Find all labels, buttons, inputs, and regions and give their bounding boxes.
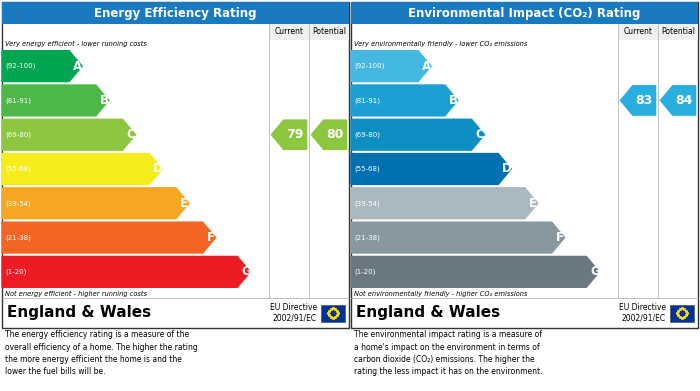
Text: (1-20): (1-20) bbox=[354, 269, 375, 275]
Bar bbox=[618, 24, 698, 40]
Text: B: B bbox=[100, 94, 108, 107]
Text: (1-20): (1-20) bbox=[5, 269, 27, 275]
Text: EU Directive
2002/91/EC: EU Directive 2002/91/EC bbox=[270, 303, 317, 323]
Text: F: F bbox=[556, 231, 564, 244]
Bar bbox=[351, 2, 698, 328]
Text: The energy efficiency rating is a measure of the
overall efficiency of a home. T: The energy efficiency rating is a measur… bbox=[5, 330, 197, 377]
Text: The environmental impact rating is a measure of
a home's impact on the environme: The environmental impact rating is a mea… bbox=[354, 330, 542, 377]
Text: (81-91): (81-91) bbox=[354, 97, 380, 104]
Polygon shape bbox=[660, 86, 696, 115]
Text: Not energy efficient - higher running costs: Not energy efficient - higher running co… bbox=[5, 291, 147, 297]
Text: Very environmentally friendly - lower CO₂ emissions: Very environmentally friendly - lower CO… bbox=[354, 41, 527, 47]
Bar bbox=[321, 305, 345, 321]
Text: G: G bbox=[590, 265, 600, 278]
Text: C: C bbox=[127, 128, 135, 141]
Bar bbox=[2, 2, 349, 328]
Text: (39-54): (39-54) bbox=[354, 200, 379, 206]
Polygon shape bbox=[2, 51, 82, 82]
Text: E: E bbox=[181, 197, 188, 210]
Text: (92-100): (92-100) bbox=[354, 63, 384, 69]
Bar bbox=[351, 2, 698, 24]
Text: EU Directive
2002/91/EC: EU Directive 2002/91/EC bbox=[619, 303, 666, 323]
Polygon shape bbox=[351, 85, 458, 116]
Polygon shape bbox=[2, 222, 216, 253]
Polygon shape bbox=[272, 120, 307, 149]
Bar bbox=[2, 2, 349, 24]
Bar bbox=[269, 24, 349, 40]
Polygon shape bbox=[351, 119, 484, 150]
Text: 79: 79 bbox=[286, 128, 304, 141]
Text: (21-38): (21-38) bbox=[354, 234, 380, 241]
Text: Very energy efficient - lower running costs: Very energy efficient - lower running co… bbox=[5, 41, 147, 47]
Text: (92-100): (92-100) bbox=[5, 63, 36, 69]
Text: Energy Efficiency Rating: Energy Efficiency Rating bbox=[94, 7, 257, 20]
Text: B: B bbox=[449, 94, 458, 107]
Text: A: A bbox=[73, 60, 82, 73]
Text: Current: Current bbox=[274, 27, 304, 36]
Text: Potential: Potential bbox=[312, 27, 346, 36]
Polygon shape bbox=[2, 154, 162, 185]
Text: (69-80): (69-80) bbox=[354, 131, 380, 138]
Text: (55-68): (55-68) bbox=[5, 166, 31, 172]
Text: England & Wales: England & Wales bbox=[356, 305, 500, 321]
Text: (69-80): (69-80) bbox=[5, 131, 31, 138]
Text: 83: 83 bbox=[636, 94, 653, 107]
Bar bbox=[670, 305, 694, 321]
Polygon shape bbox=[351, 188, 538, 219]
Polygon shape bbox=[2, 85, 108, 116]
Polygon shape bbox=[351, 51, 431, 82]
Text: (81-91): (81-91) bbox=[5, 97, 31, 104]
Text: (55-68): (55-68) bbox=[354, 166, 379, 172]
Text: Environmental Impact (CO₂) Rating: Environmental Impact (CO₂) Rating bbox=[408, 7, 640, 20]
Polygon shape bbox=[2, 256, 251, 287]
Text: Current: Current bbox=[624, 27, 652, 36]
Text: A: A bbox=[422, 60, 431, 73]
Text: Potential: Potential bbox=[661, 27, 695, 36]
Polygon shape bbox=[2, 119, 136, 150]
Text: 80: 80 bbox=[326, 128, 344, 141]
Text: F: F bbox=[207, 231, 215, 244]
Polygon shape bbox=[2, 188, 189, 219]
Text: (21-38): (21-38) bbox=[5, 234, 31, 241]
Polygon shape bbox=[351, 222, 565, 253]
Polygon shape bbox=[620, 86, 656, 115]
Text: G: G bbox=[241, 265, 251, 278]
Polygon shape bbox=[351, 154, 511, 185]
Text: E: E bbox=[529, 197, 538, 210]
Text: C: C bbox=[475, 128, 484, 141]
Text: 84: 84 bbox=[676, 94, 693, 107]
Text: Not environmentally friendly - higher CO₂ emissions: Not environmentally friendly - higher CO… bbox=[354, 291, 528, 297]
Text: England & Wales: England & Wales bbox=[7, 305, 151, 321]
Text: (39-54): (39-54) bbox=[5, 200, 31, 206]
Text: D: D bbox=[502, 163, 512, 176]
Polygon shape bbox=[351, 256, 599, 287]
Text: D: D bbox=[153, 163, 162, 176]
Polygon shape bbox=[312, 120, 346, 149]
